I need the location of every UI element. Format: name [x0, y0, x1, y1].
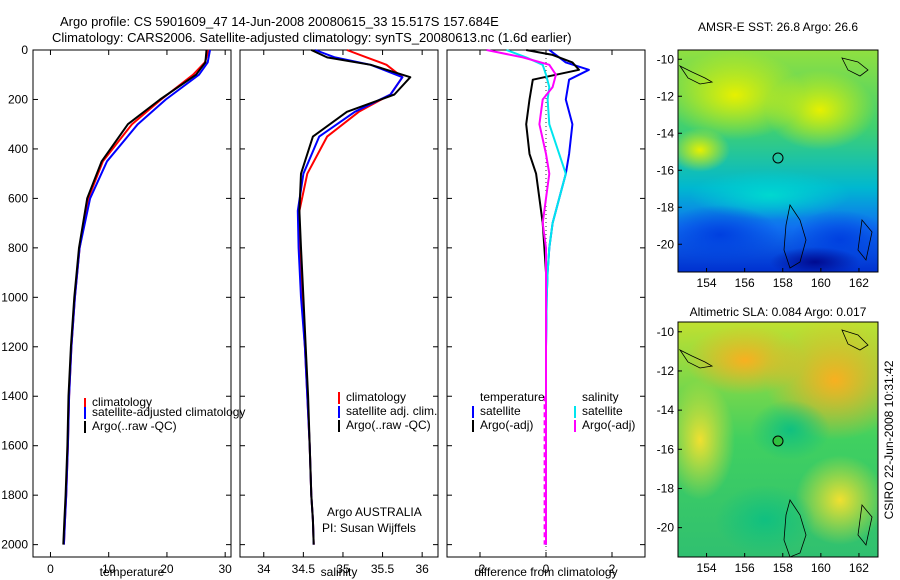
legend-label-argo: Argo(..raw -QC) [92, 419, 177, 433]
sst-map-lat-label: -18 [657, 200, 675, 214]
depth-tick-label: 600 [8, 191, 28, 205]
sst-map-lat-label: -10 [657, 52, 675, 66]
sst-map-lon-label: 158 [773, 276, 793, 290]
difference-xlabel: difference from climatology [474, 565, 617, 579]
sst-map-lat-label: -16 [657, 163, 675, 177]
sla-map-title: Altimetric SLA: 0.084 Argo: 0.017 [690, 305, 867, 319]
sst-map-lon-label: 162 [849, 276, 869, 290]
legend-label-salinity-satellite: satellite [582, 404, 623, 418]
salinity-plot-frame [239, 49, 439, 558]
sla-map: Altimetric SLA: 0.084 Argo: 0.017 154 156… [657, 305, 879, 575]
salinity-xtick-label: 35.5 [371, 562, 395, 576]
temperature-panel: 0 10 20 30 0 200 400 600 800 1000 1200 1400 1600 1800… [1, 43, 232, 579]
sst-map-lon-label: 154 [697, 276, 717, 290]
sla-map-lon-label: 162 [849, 561, 869, 575]
difference-series-3 [486, 49, 557, 545]
legend-label-climatology: climatology [346, 390, 406, 404]
sla-map-axes: 154 156 158 160 162 -10 -12 -14 -16 -18 -20 [657, 325, 870, 575]
temperature-xlabel: temperature [100, 565, 165, 579]
owner-label: Argo AUSTRALIA [327, 505, 422, 519]
sla-map-lon-label: 158 [773, 561, 793, 575]
difference-legend: temperature salinity satellite Argo(-adj… [472, 390, 635, 432]
legend-label-temperature-satellite: satellite [480, 404, 521, 418]
sst-map-lat-label: -12 [657, 89, 675, 103]
salinity-xtick-label: 35 [336, 562, 350, 576]
difference-xtick-label: 2 [609, 562, 616, 576]
temperature-plot-frame [32, 49, 232, 558]
sst-map-lon-label: 156 [735, 276, 755, 290]
sla-map-lat-label: -16 [657, 442, 675, 456]
figure-title-line2: Climatology: CARS2006. Satellite-adjuste… [52, 30, 572, 45]
sla-map-lon-label: 160 [811, 561, 831, 575]
sla-map-lat-label: -10 [657, 325, 675, 339]
sla-map-lat-label: -12 [657, 364, 675, 378]
depth-tick-label: 1400 [1, 389, 28, 403]
sst-field [678, 50, 878, 272]
sla-map-lat-label: -20 [657, 521, 675, 535]
sst-map-lat-label: -20 [657, 237, 675, 251]
depth-tick-label: 1000 [1, 290, 28, 304]
salinity-xlabel: salinity [321, 565, 358, 579]
legend-label-satellite: satellite-adjusted climatology [92, 405, 245, 419]
depth-tick-label: 1600 [1, 439, 28, 453]
legend-label-argo: Argo(..raw -QC) [346, 418, 431, 432]
temperature-series-2 [62, 49, 208, 545]
sla-map-lat-label: -14 [657, 403, 675, 417]
depth-tick-label: 0 [21, 43, 28, 57]
sst-argo-marker [772, 152, 784, 164]
temperature-xtick-label: 20 [160, 562, 174, 576]
salinity-xtick-label: 34.5 [292, 562, 316, 576]
sla-coastline [678, 329, 873, 558]
sla-map-lon-label: 154 [697, 561, 717, 575]
sla-argo-marker [772, 435, 784, 447]
sla-map-lat-label: -18 [657, 481, 675, 495]
temperature-xtick-label: 10 [102, 562, 116, 576]
salinity-legend: climatology satellite adj. clim. Argo(..… [338, 390, 437, 432]
sst-map-lat-label: -14 [657, 126, 675, 140]
sst-map: AMSR-E SST: 26.8 Argo: 26.6 154 156 158 160… [657, 20, 879, 290]
temperature-legend: climatology satellite-adjusted climatolo… [84, 395, 245, 433]
legend-title-salinity: salinity [582, 390, 619, 404]
depth-tick-label: 800 [8, 241, 28, 255]
difference-xtick-label: 0 [543, 562, 550, 576]
salinity-panel: 34 34.5 35 35.5 36 salinity [239, 49, 439, 579]
difference-xtick-label: -2 [475, 562, 486, 576]
salinity-series-2 [298, 49, 412, 545]
depth-tick-label: 1800 [1, 488, 28, 502]
legend-label-salinity-argo: Argo(-adj) [582, 418, 635, 432]
temperature-xtick-label: 30 [218, 562, 232, 576]
depth-tick-label: 2000 [1, 538, 28, 552]
temperature-xtick-label: 0 [47, 562, 54, 576]
legend-label-temperature-argo: Argo(-adj) [480, 418, 533, 432]
depth-tick-label: 1200 [1, 340, 28, 354]
legend-title-temperature: temperature [480, 390, 545, 404]
timestamp-stamp: CSIRO 22-Jun-2008 10:31:42 [882, 360, 896, 519]
sst-map-axes: 154 156 158 160 162 -10 -12 -14 -16 -18 -20 [657, 52, 870, 290]
salinity-xtick-label: 36 [415, 562, 429, 576]
sst-map-title: AMSR-E SST: 26.8 Argo: 26.6 [698, 20, 858, 34]
sst-coastline [678, 57, 873, 269]
legend-label-satellite: satellite adj. clim. [346, 404, 437, 418]
legend-label-climatology: climatology [92, 395, 152, 409]
sst-map-lon-label: 160 [811, 276, 831, 290]
depth-tick-label: 200 [8, 92, 28, 106]
pi-label: PI: Susan Wijffels [322, 521, 416, 535]
sla-map-lon-label: 156 [735, 561, 755, 575]
figure-title-line1: Argo profile: CS 5901609_47 14-Jun-2008 … [60, 14, 499, 29]
salinity-xtick-label: 34 [257, 562, 271, 576]
depth-tick-label: 400 [8, 142, 28, 156]
